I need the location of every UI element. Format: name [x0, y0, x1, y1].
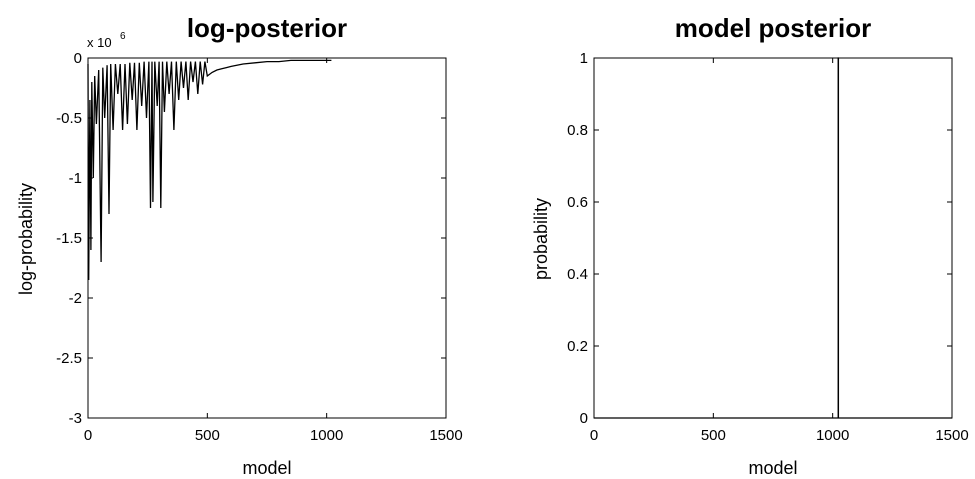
- x-tick-label: 1500: [429, 427, 462, 444]
- plot-area: [593, 57, 953, 419]
- x-tick-label: 0: [590, 427, 598, 444]
- chart-title: model posterior: [675, 13, 871, 43]
- x-tick-label: 1500: [935, 427, 968, 444]
- y-tick-label: 0: [580, 410, 588, 427]
- y-tick-label: -0.5: [56, 110, 82, 127]
- y-tick-label: 0.2: [567, 338, 588, 355]
- plot-area: [87, 57, 447, 419]
- y-axis-label: probability: [531, 198, 551, 280]
- y-tick-label: -3: [69, 410, 82, 427]
- y-tick-label: 0.8: [567, 122, 588, 139]
- x-tick-label: 0: [84, 427, 92, 444]
- x-tick-label: 1000: [310, 427, 343, 444]
- y-tick-label: -1: [69, 170, 82, 187]
- x-tick-label: 500: [701, 427, 726, 444]
- y-tick-label: 0.4: [567, 266, 588, 283]
- y-tick-label: 0: [74, 50, 82, 67]
- x-tick-label: 1000: [816, 427, 849, 444]
- y-axis-multiplier-exponent: 6: [120, 31, 126, 42]
- y-tick-label: 0.6: [567, 194, 588, 211]
- log-posterior-chart: log-posterior x 10 6 log-probability mod…: [16, 13, 463, 478]
- y-tick-label: -2.5: [56, 350, 82, 367]
- y-axis-multiplier: x 10: [87, 35, 112, 50]
- chart-title: log-posterior: [187, 13, 347, 43]
- series-line: [594, 57, 952, 419]
- x-tick-label: 500: [195, 427, 220, 444]
- y-axis-label: log-probability: [16, 183, 36, 295]
- y-tick-label: -1.5: [56, 230, 82, 247]
- model-posterior-chart: model posterior probability model 0 500 10…: [531, 13, 969, 478]
- y-tick-label: -2: [69, 290, 82, 307]
- y-tick-label: 1: [580, 50, 588, 67]
- x-axis-label: model: [242, 458, 291, 478]
- x-axis-label: model: [748, 458, 797, 478]
- series-line: [87, 59, 332, 281]
